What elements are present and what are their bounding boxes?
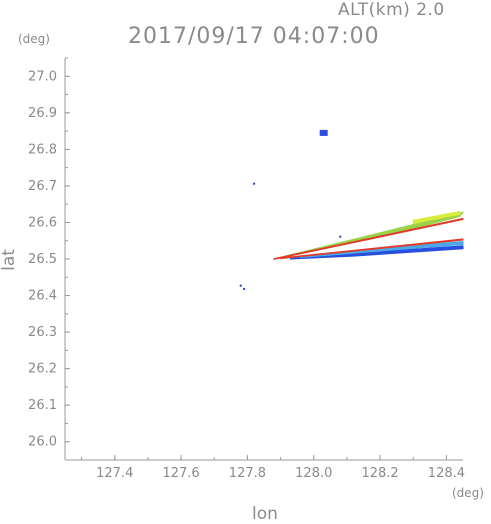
echo-band — [412, 210, 461, 224]
x-tick-label: 128.4 — [428, 466, 465, 481]
x-axis-title: lon — [252, 504, 278, 524]
x-tick-label: 128.2 — [361, 466, 398, 481]
echo-point — [252, 182, 256, 185]
altitude-label: ALT(km) 2.0 — [338, 0, 445, 20]
plot-frame-group — [64, 58, 463, 461]
echo-point — [319, 129, 328, 136]
y-tick-label: 26.3 — [28, 325, 57, 340]
y-tick-label: 26.0 — [28, 435, 57, 450]
echo-point — [339, 235, 342, 238]
echo-point — [242, 287, 246, 291]
x-tick-label: 127.4 — [96, 466, 133, 481]
y-tick-label: 26.1 — [28, 398, 57, 413]
axis-ticks-group: 26.0 26.1 26.2 26.3 26.4 26.5 26.6 26.7 26.8 26.9… — [28, 57, 465, 481]
x-tick-label: 127.6 — [162, 466, 199, 481]
timestamp-title: 2017/09/17 04:07:00 — [128, 24, 380, 49]
echo-band — [280, 238, 464, 260]
x-tick-label: 128.0 — [295, 466, 332, 481]
y-tick-label: 27.0 — [28, 69, 57, 84]
x-tick-label: 127.8 — [229, 466, 266, 481]
echo-band — [273, 217, 464, 261]
echo-point — [239, 284, 242, 287]
y-tick-label: 26.9 — [28, 106, 57, 121]
y-tick-label: 26.6 — [28, 215, 57, 230]
y-tick-label: 26.5 — [28, 252, 57, 267]
y-tick-label: 26.4 — [28, 289, 57, 304]
y-axis-unit: (deg) — [18, 32, 50, 46]
y-tick-label: 26.8 — [28, 142, 57, 157]
echo-data-group — [239, 129, 465, 291]
y-tick-label: 26.2 — [28, 362, 57, 377]
y-tick-label: 26.7 — [28, 179, 57, 194]
x-axis-unit: (deg) — [452, 486, 484, 500]
